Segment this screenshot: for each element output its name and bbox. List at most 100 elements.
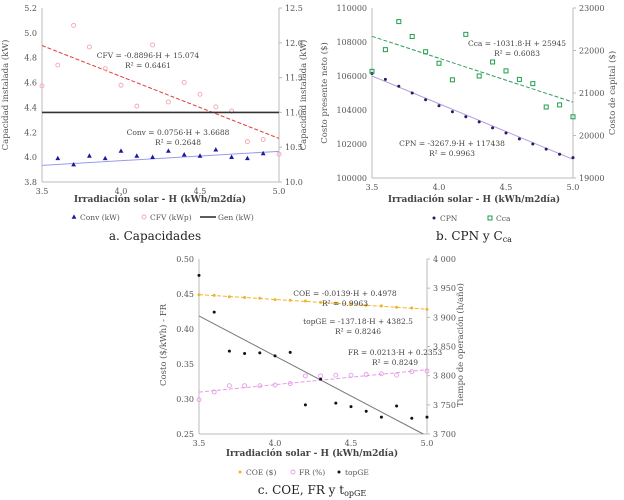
y-right-tick-label: 22000: [579, 47, 604, 56]
y-axis-right-label: Tiempo de operación (h/año): [455, 283, 466, 407]
data-point: [424, 98, 428, 102]
y-axis-right-label: Costo de capital ($): [607, 51, 618, 135]
data-point: [197, 91, 203, 97]
y-left-tick-label: 0.25: [176, 430, 194, 439]
data-point: [530, 81, 536, 87]
data-point: [379, 415, 383, 419]
data-point: [463, 31, 469, 37]
trendline: [41, 150, 280, 166]
caption-text: b. CPN y C: [436, 229, 503, 243]
data-point: [102, 155, 108, 161]
x-tick-label: 5.0: [421, 439, 434, 448]
data-point: [55, 62, 61, 68]
caption-subscript: ca: [503, 235, 512, 244]
data-point: [334, 301, 338, 305]
data-point: [570, 114, 576, 120]
data-point: [349, 405, 353, 409]
trend-equation: topGE = -137.18·H + 4382.5: [303, 317, 413, 326]
legend-label: topGE: [345, 468, 369, 477]
trend-equation: Conv = 0.0756·H + 3.6688: [127, 128, 230, 137]
data-point: [334, 401, 338, 405]
data-point: [378, 371, 384, 377]
y-left-tick-label: 3.8: [24, 178, 37, 187]
data-point: [212, 293, 216, 297]
x-axis-label: Irradiación solar - H (kWh/m2día): [74, 194, 246, 205]
data-point: [71, 22, 77, 28]
y-left-tick-label: 4.8: [24, 54, 37, 63]
y-right-tick-label: 12.0: [285, 39, 303, 48]
y-right-tick-label: 10.5: [285, 143, 303, 152]
legend-label: CPN: [440, 214, 458, 223]
data-point: [227, 349, 231, 353]
trend-r2: R² = 0.9963: [429, 149, 475, 158]
y-left-tick-label: 108000: [336, 38, 367, 47]
y-right-tick-label: 23000: [579, 4, 604, 13]
x-tick-label: 4.5: [500, 183, 513, 192]
data-point: [396, 19, 402, 25]
data-point: [181, 80, 187, 85]
data-point: [409, 369, 415, 375]
y-left-tick-label: 106000: [336, 72, 367, 81]
trendline: [198, 294, 428, 310]
data-point: [477, 120, 481, 124]
data-point: [319, 377, 323, 381]
data-point: [571, 156, 575, 160]
x-tick-label: 4.0: [269, 439, 282, 448]
data-point: [382, 47, 388, 53]
data-point: [319, 300, 323, 304]
y-axis-left-label: Costo ($/kWh) - FR: [158, 303, 169, 386]
data-point: [244, 139, 250, 145]
data-point: [229, 154, 234, 159]
trendline: [41, 45, 280, 139]
legend-label: Gen (kW): [218, 213, 254, 222]
data-point: [449, 77, 455, 83]
caption-text: c. COE, FR y t: [258, 483, 345, 497]
trendline: [371, 75, 574, 160]
data-point: [260, 137, 266, 142]
y-left-tick-label: 0.40: [176, 325, 194, 334]
data-point: [333, 372, 339, 378]
trendline: [198, 315, 424, 435]
data-point: [558, 152, 562, 156]
legend-label: FR (%): [299, 468, 325, 477]
data-point: [227, 295, 231, 299]
y-right-tick-label: 3 750: [433, 401, 456, 410]
y-right-tick-label: 11.0: [285, 108, 303, 117]
data-point: [303, 299, 307, 303]
x-tick-label: 3.5: [366, 183, 379, 192]
data-point: [134, 103, 140, 109]
data-point: [197, 273, 201, 277]
data-point: [55, 155, 61, 161]
caption: b. CPN y Cca: [436, 229, 512, 244]
data-point: [369, 68, 375, 74]
y-right-tick-label: 12.5: [285, 4, 303, 13]
data-point: [257, 383, 263, 389]
data-point: [197, 293, 201, 297]
data-point: [410, 91, 414, 95]
data-point: [86, 44, 92, 50]
data-point: [379, 304, 383, 308]
x-tick-label: 4.0: [433, 183, 446, 192]
trend-r2: R² = 0.8246: [335, 327, 381, 336]
x-tick-label: 4.0: [115, 187, 128, 196]
trendline: [371, 35, 574, 103]
x-tick-label: 3.5: [193, 439, 206, 448]
data-point: [272, 382, 278, 388]
data-point: [260, 150, 266, 156]
y-left-tick-label: 104000: [336, 106, 367, 115]
data-point: [258, 351, 262, 355]
legend-marker: [432, 216, 436, 220]
data-point: [436, 60, 442, 66]
data-point: [288, 298, 292, 302]
y-right-tick-label: 3 950: [433, 284, 456, 293]
x-tick-label: 5.0: [273, 187, 286, 196]
data-point: [303, 403, 307, 407]
legend-marker: [337, 470, 341, 474]
y-left-tick-label: 110000: [336, 4, 367, 13]
trend-r2: R² = 0.2648: [155, 138, 201, 147]
series-coe: [197, 293, 429, 311]
data-point: [134, 153, 140, 158]
data-point: [543, 104, 549, 110]
data-point: [437, 104, 441, 108]
data-point: [87, 153, 92, 158]
